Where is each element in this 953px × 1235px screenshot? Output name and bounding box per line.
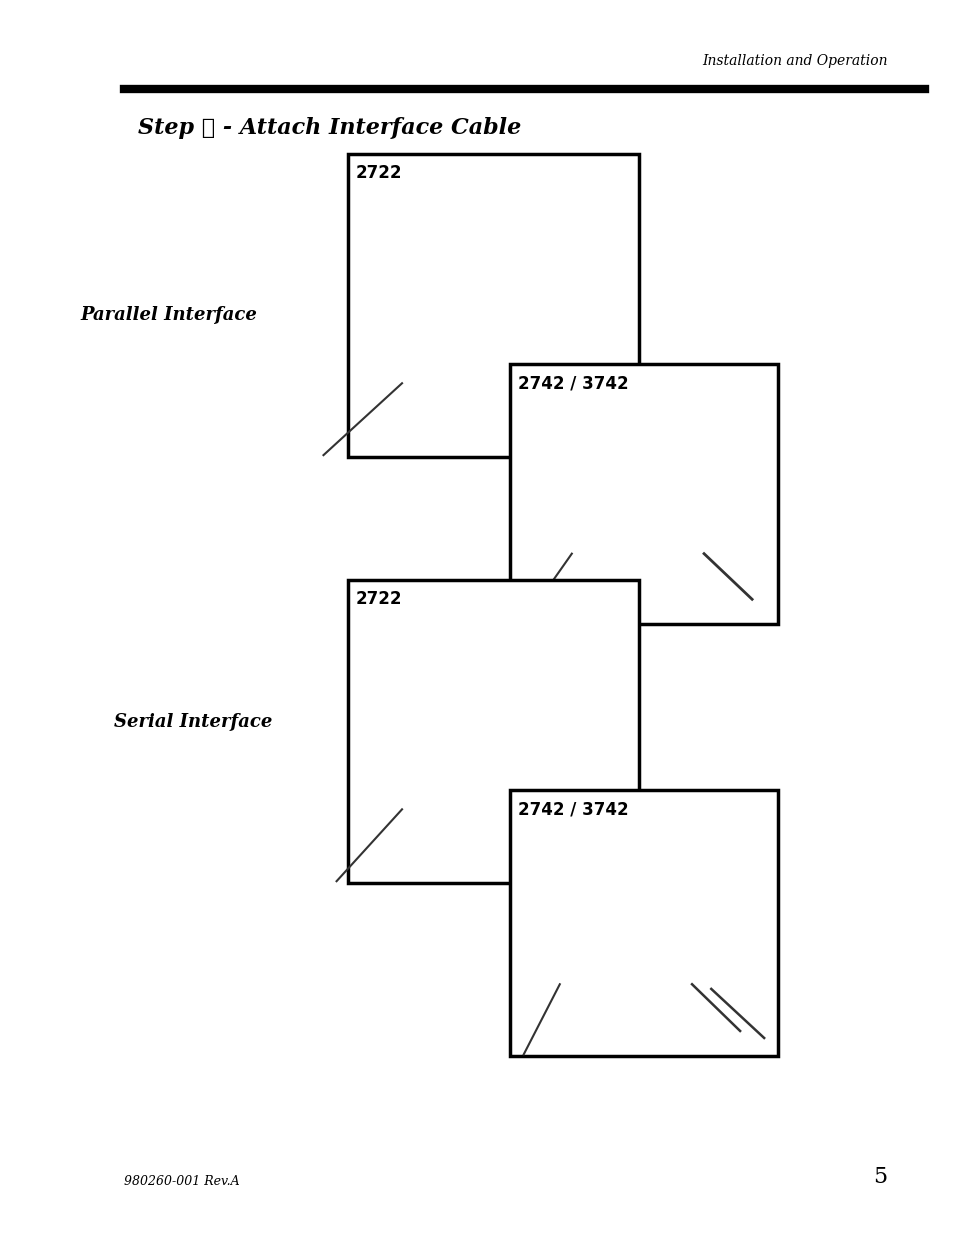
Bar [441,351,540,383]
Text: 5: 5 [872,1166,886,1188]
Text: 2742 / 3742: 2742 / 3742 [517,374,628,393]
FancyBboxPatch shape [380,632,600,706]
Bar [571,961,703,992]
Bar [596,529,691,561]
Circle shape [533,362,548,380]
Bar [536,950,746,995]
Bar [375,336,606,394]
Circle shape [584,541,598,558]
Bar [454,777,519,809]
Circle shape [559,971,573,988]
Bar [536,520,746,566]
FancyBboxPatch shape [531,410,751,572]
Text: 980260-001 Rev.A: 980260-001 Rev.A [124,1174,239,1188]
Text: 2742 / 3742: 2742 / 3742 [517,800,628,819]
FancyBboxPatch shape [380,206,600,280]
Text: 2722: 2722 [355,590,402,609]
FancyBboxPatch shape [371,622,611,826]
Text: 2722: 2722 [355,164,402,183]
Bar [410,650,561,687]
Bar [375,762,606,820]
Text: Step ② - Attach Interface Cable: Step ② - Attach Interface Cable [138,117,521,140]
Bar [510,364,777,624]
Text: Parallel Interface: Parallel Interface [81,306,257,324]
Text: Serial Interface: Serial Interface [113,714,272,731]
FancyBboxPatch shape [531,837,751,1002]
Bar [348,154,639,457]
FancyBboxPatch shape [371,196,611,400]
Circle shape [428,788,443,806]
Bar [410,224,561,261]
Bar [583,410,699,478]
Bar [631,534,667,556]
Circle shape [428,362,443,380]
Text: Installation and Operation: Installation and Operation [701,54,886,68]
Bar [510,790,777,1056]
Bar [348,580,639,883]
Bar [583,837,699,908]
